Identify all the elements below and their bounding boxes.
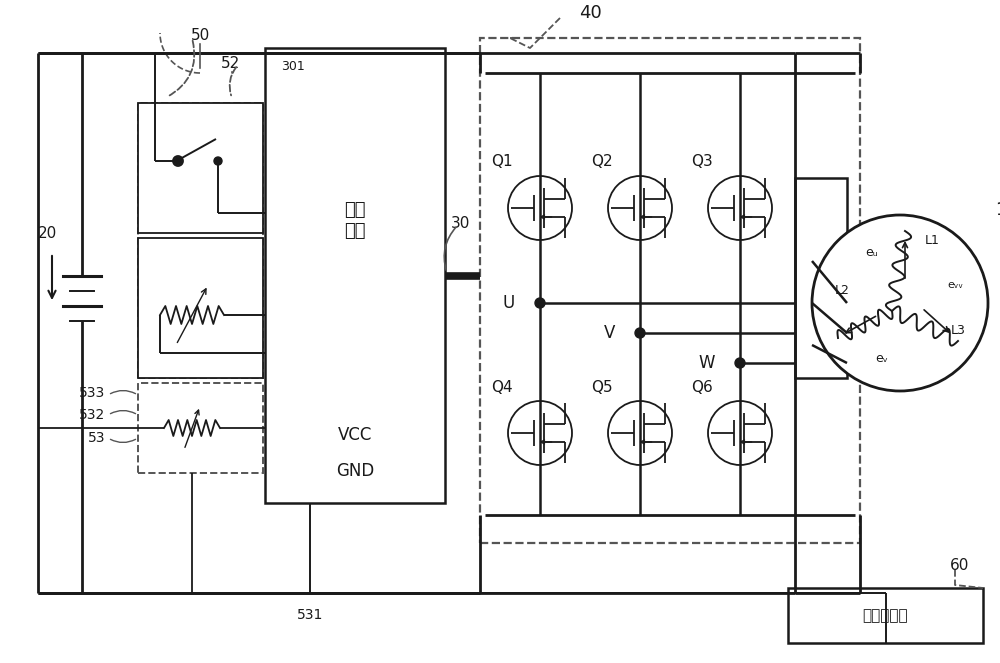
Text: 30: 30 — [450, 215, 470, 231]
Text: eᵤ: eᵤ — [866, 247, 878, 259]
Text: Q2: Q2 — [591, 154, 613, 170]
Text: 52: 52 — [220, 56, 240, 70]
Text: Q3: Q3 — [691, 154, 713, 170]
Text: eᵥ: eᵥ — [876, 351, 889, 365]
Circle shape — [173, 156, 183, 166]
Circle shape — [214, 157, 222, 165]
Text: Q1: Q1 — [491, 154, 513, 170]
Circle shape — [608, 401, 672, 465]
Bar — [138, 103, 263, 233]
Bar — [138, 238, 263, 378]
Bar — [795, 178, 847, 378]
Bar — [480, 38, 860, 543]
Text: 20: 20 — [38, 225, 57, 241]
Text: L2: L2 — [835, 284, 849, 298]
Text: 微控
制器: 微控 制器 — [344, 202, 366, 240]
Text: 位置传感器: 位置传感器 — [863, 608, 908, 623]
Text: 50: 50 — [190, 27, 210, 42]
Circle shape — [735, 358, 745, 368]
Circle shape — [608, 176, 672, 240]
Bar — [138, 103, 263, 378]
Text: U: U — [503, 294, 515, 312]
Text: 60: 60 — [950, 558, 970, 573]
Bar — [788, 588, 983, 643]
Bar — [138, 383, 263, 473]
Text: 533: 533 — [79, 386, 105, 400]
Circle shape — [812, 215, 988, 391]
Text: 532: 532 — [79, 408, 105, 422]
Circle shape — [535, 298, 545, 308]
Circle shape — [708, 401, 772, 465]
Text: eᵥᵥ: eᵥᵥ — [947, 280, 963, 290]
Text: L3: L3 — [951, 324, 965, 337]
Text: GND: GND — [336, 462, 374, 480]
Text: W: W — [698, 354, 715, 372]
Text: 10: 10 — [995, 201, 1000, 219]
Circle shape — [635, 328, 645, 338]
Text: 531: 531 — [297, 608, 323, 622]
Bar — [265, 48, 445, 503]
Text: Q4: Q4 — [491, 379, 513, 394]
Circle shape — [508, 401, 572, 465]
Text: 53: 53 — [88, 431, 105, 445]
Circle shape — [508, 176, 572, 240]
Circle shape — [708, 176, 772, 240]
Text: Q6: Q6 — [691, 379, 713, 394]
Text: 40: 40 — [579, 4, 601, 22]
Text: V: V — [604, 324, 615, 342]
Text: Q5: Q5 — [591, 379, 613, 394]
Text: 301: 301 — [281, 60, 305, 72]
Circle shape — [174, 157, 182, 165]
Text: L1: L1 — [925, 235, 939, 247]
Text: VCC: VCC — [338, 426, 372, 444]
